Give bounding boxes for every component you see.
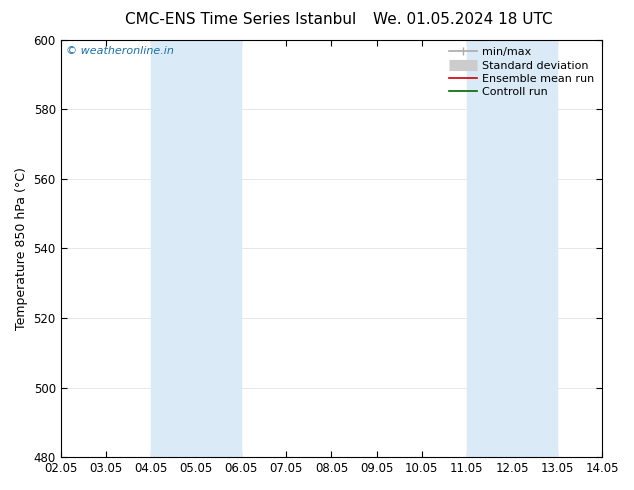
Bar: [151, 40, 241, 457]
Text: We. 01.05.2024 18 UTC: We. 01.05.2024 18 UTC: [373, 12, 553, 27]
Text: © weatheronline.in: © weatheronline.in: [66, 46, 174, 56]
Text: CMC-ENS Time Series Istanbul: CMC-ENS Time Series Istanbul: [126, 12, 356, 27]
Legend: min/max, Standard deviation, Ensemble mean run, Controll run: min/max, Standard deviation, Ensemble me…: [444, 43, 599, 102]
Bar: [467, 40, 557, 457]
Y-axis label: Temperature 850 hPa (°C): Temperature 850 hPa (°C): [15, 167, 28, 330]
